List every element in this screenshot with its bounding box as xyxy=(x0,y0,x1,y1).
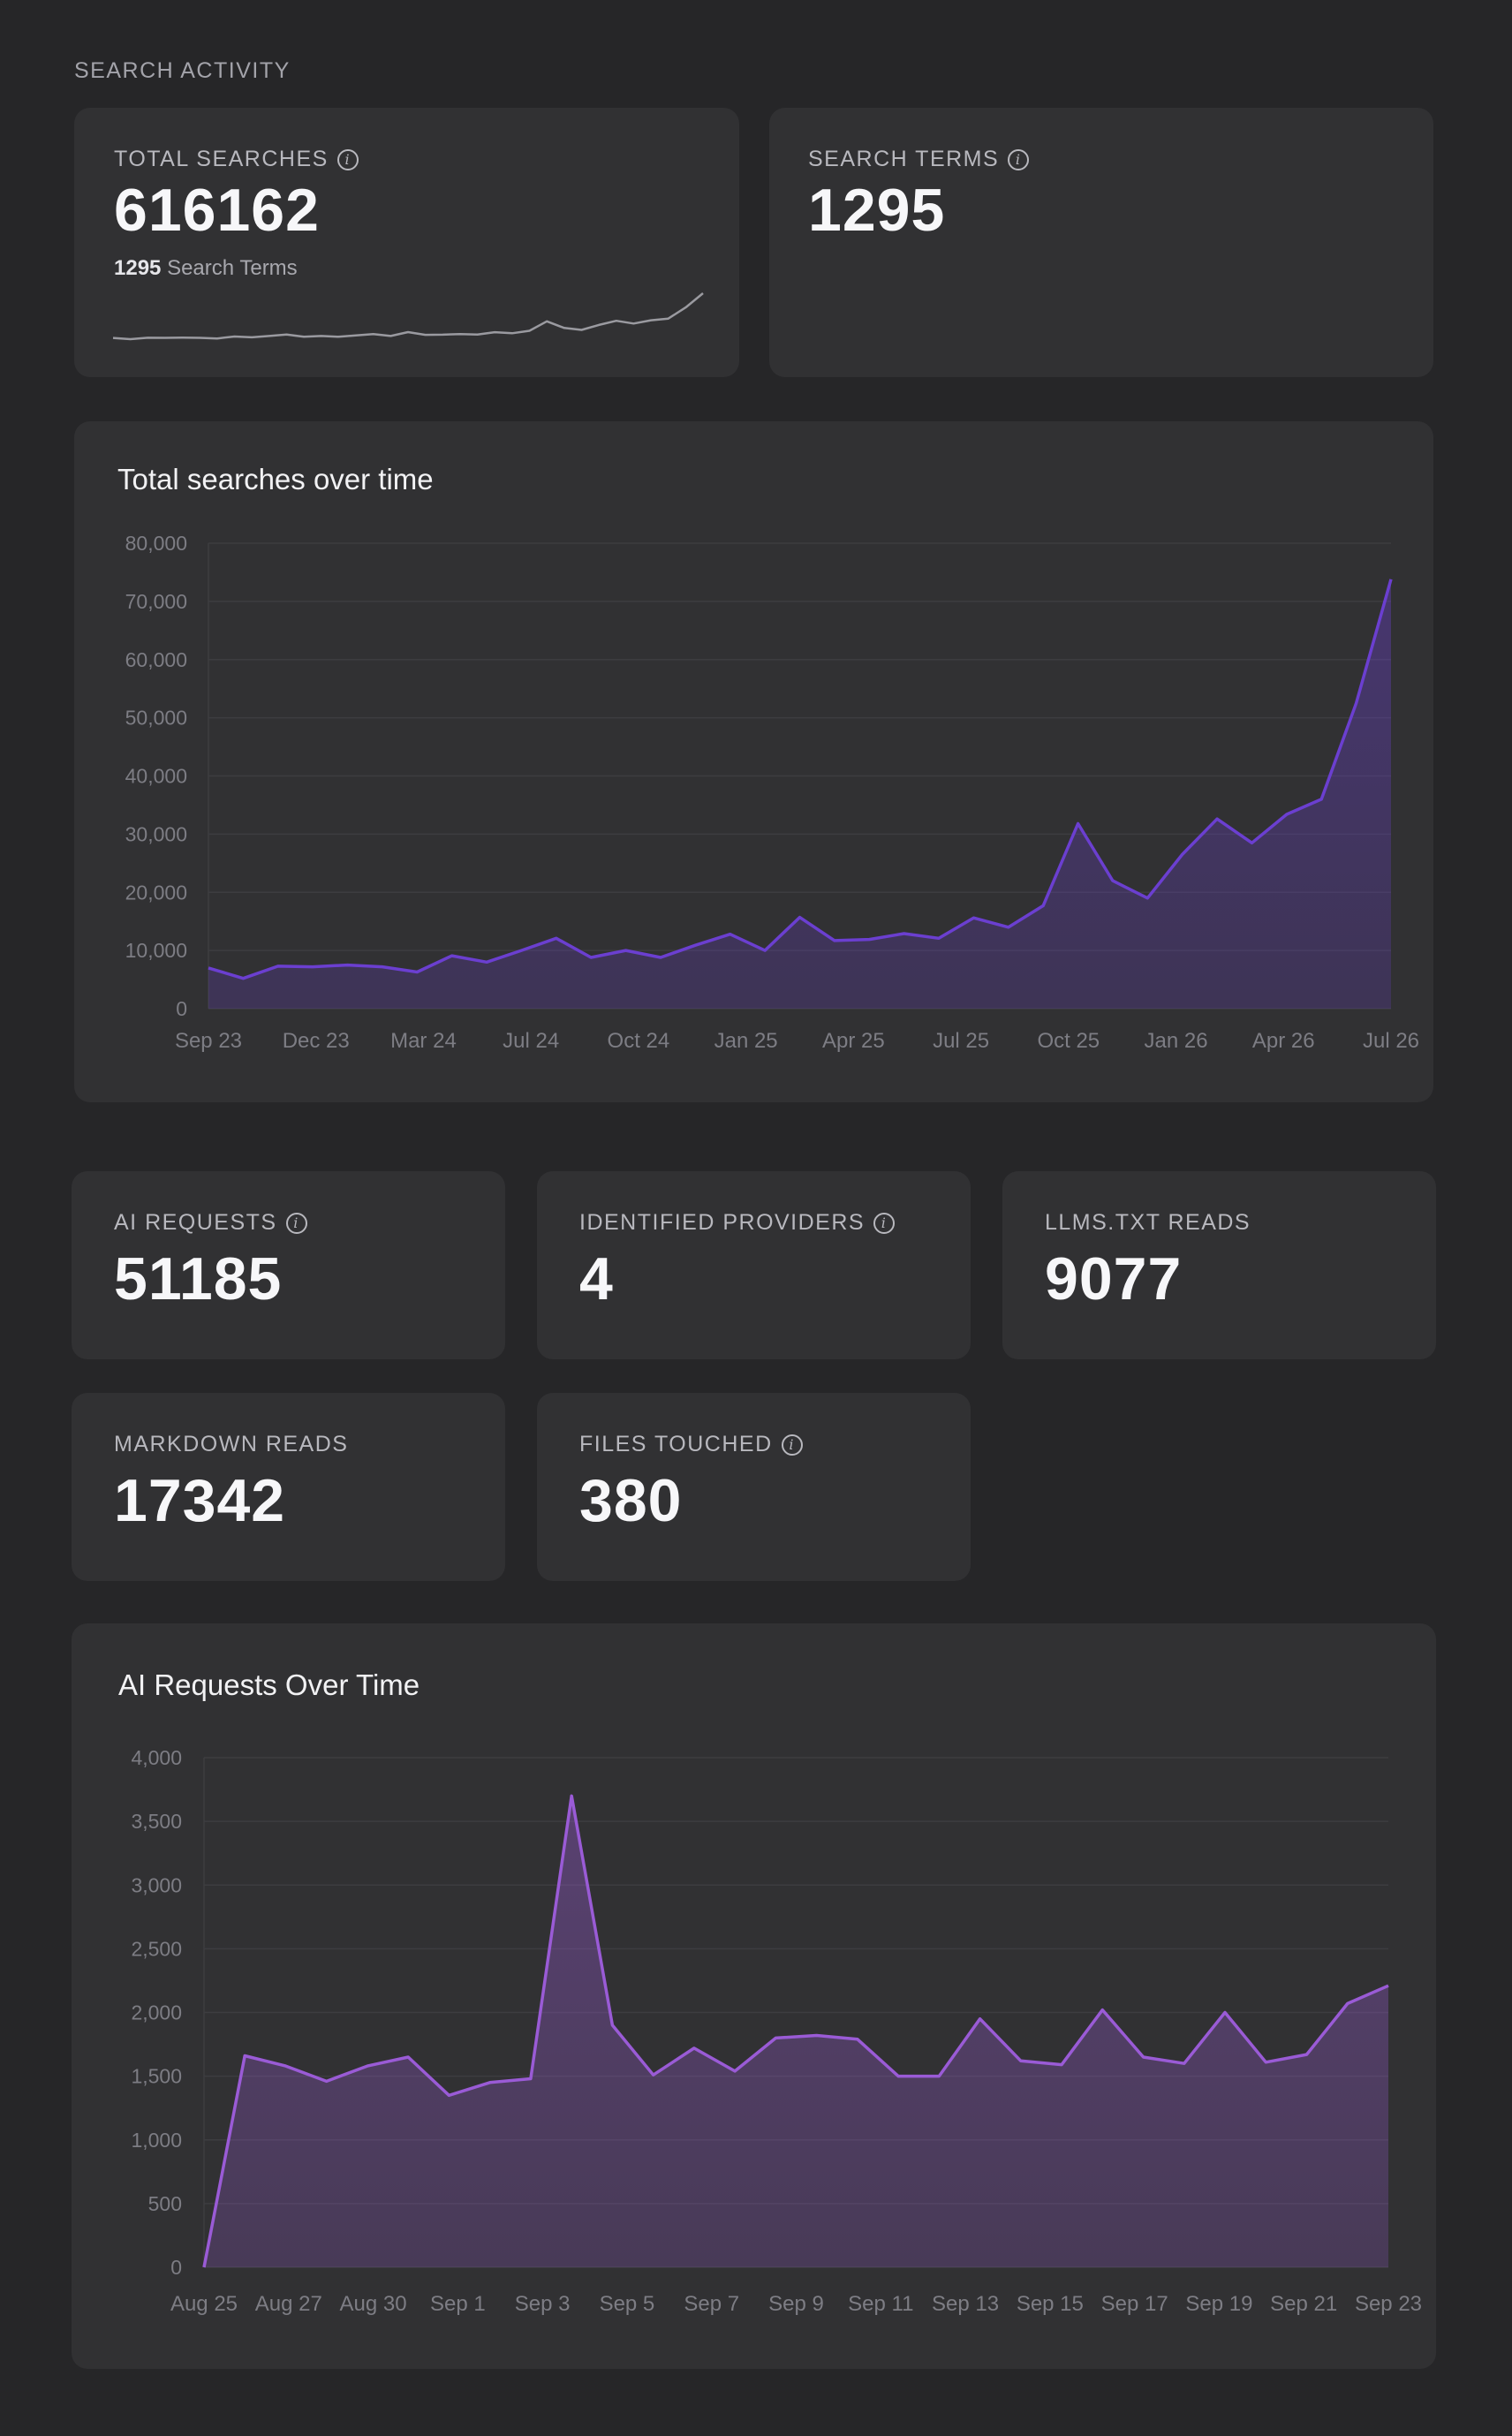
x-tick-label: Sep 23 xyxy=(175,1029,242,1053)
identified-providers-label-row: IDENTIFIED PROVIDERS i xyxy=(579,1210,896,1236)
search-terms-sub-value: 1295 xyxy=(114,256,162,280)
x-tick-label: Jan 25 xyxy=(714,1029,778,1053)
x-tick-label: Aug 30 xyxy=(340,2292,407,2316)
markdown-reads-value: 17342 xyxy=(114,1467,286,1534)
y-tick-label: 3,000 xyxy=(131,1873,182,1896)
markdown-reads-card: MARKDOWN READS 17342 xyxy=(72,1393,505,1581)
y-tick-label: 50,000 xyxy=(125,707,187,730)
y-tick-label: 60,000 xyxy=(125,648,187,671)
search-terms-subline: 1295 Search Terms xyxy=(114,256,298,281)
x-tick-label: Sep 19 xyxy=(1185,2292,1252,2316)
total-searches-card: TOTAL SEARCHES i 616162 1295 Search Term… xyxy=(74,108,739,377)
total-searches-chart: 0 10,000 20,000 30,000 40,000 50,000 60,000 70,… xyxy=(125,532,1419,1053)
files-touched-label-row: FILES TOUCHED i xyxy=(579,1432,803,1457)
search-terms-label-row: SEARCH TERMS i xyxy=(808,147,1030,172)
x-tick-label: Sep 11 xyxy=(848,2292,913,2316)
y-tick-label: 0 xyxy=(170,2256,182,2279)
info-icon[interactable]: i xyxy=(336,148,359,170)
files-touched-card: FILES TOUCHED i 380 xyxy=(537,1393,971,1581)
y-tick-label: 80,000 xyxy=(125,532,187,555)
y-tick-label: 10,000 xyxy=(125,939,187,962)
y-tick-label: 2,500 xyxy=(131,1937,182,1960)
info-icon[interactable]: i xyxy=(781,1434,803,1456)
x-tick-label: Sep 21 xyxy=(1270,2292,1337,2316)
identified-providers-label: IDENTIFIED PROVIDERS xyxy=(579,1210,866,1235)
y-tick-label: 1,000 xyxy=(131,2129,182,2152)
x-tick-label: Sep 3 xyxy=(515,2292,571,2316)
y-tick-label: 30,000 xyxy=(125,822,187,845)
x-tick-label: Oct 25 xyxy=(1037,1029,1100,1053)
markdown-reads-label-row: MARKDOWN READS xyxy=(114,1432,348,1457)
x-tick-label: Mar 24 xyxy=(390,1029,457,1053)
info-icon[interactable]: i xyxy=(285,1212,307,1234)
x-tick-label: Sep 15 xyxy=(1017,2292,1084,2316)
ai-requests-value: 51185 xyxy=(114,1245,283,1313)
x-tick-label: Sep 17 xyxy=(1101,2292,1168,2316)
markdown-reads-label: MARKDOWN READS xyxy=(114,1432,349,1456)
info-icon[interactable]: i xyxy=(873,1212,896,1234)
identified-providers-value: 4 xyxy=(579,1245,614,1313)
area-fill xyxy=(208,579,1391,1009)
total-searches-chart-card: Total searches over time 0 10,000 20,000 30… xyxy=(74,421,1433,1102)
area-fill xyxy=(204,1796,1388,2267)
files-touched-label: FILES TOUCHED xyxy=(579,1432,773,1456)
x-tick-label: Jan 26 xyxy=(1145,1029,1208,1053)
search-terms-value: 1295 xyxy=(808,177,946,244)
x-tick-label: Jul 26 xyxy=(1363,1029,1419,1053)
x-tick-label: Aug 27 xyxy=(255,2292,322,2316)
llms-txt-reads-label: LLMS.TXT READS xyxy=(1045,1210,1251,1235)
ai-requests-chart-title: AI Requests Over Time xyxy=(118,1668,420,1701)
total-searches-label-row: TOTAL SEARCHES i xyxy=(114,147,359,172)
x-tick-label: Jul 24 xyxy=(503,1029,559,1053)
x-tick-label: Aug 25 xyxy=(170,2292,238,2316)
y-tick-label: 40,000 xyxy=(125,765,187,788)
x-tick-label: Sep 9 xyxy=(768,2292,824,2316)
total-searches-value: 616162 xyxy=(114,177,320,244)
total-searches-chart-title: Total searches over time xyxy=(117,463,434,496)
llms-txt-reads-card: LLMS.TXT READS 9077 xyxy=(1002,1171,1436,1359)
x-tick-label: Jul 25 xyxy=(933,1029,989,1053)
total-searches-label: TOTAL SEARCHES xyxy=(114,147,329,171)
y-tick-label: 4,000 xyxy=(131,1746,182,1769)
y-tick-label: 20,000 xyxy=(125,881,187,904)
x-tick-label: Sep 7 xyxy=(684,2292,739,2316)
x-tick-label: Sep 13 xyxy=(932,2292,999,2316)
x-tick-label: Sep 23 xyxy=(1355,2292,1422,2316)
x-tick-label: Sep 1 xyxy=(430,2292,486,2316)
ai-requests-label: AI REQUESTS xyxy=(114,1210,277,1235)
series-line xyxy=(202,1794,1389,2268)
y-tick-label: 3,500 xyxy=(131,1810,182,1833)
y-tick-label: 0 xyxy=(176,997,187,1020)
x-tick-label: Apr 25 xyxy=(822,1029,885,1053)
total-searches-sparkline xyxy=(112,292,704,341)
x-tick-label: Apr 26 xyxy=(1252,1029,1315,1053)
search-terms-card: SEARCH TERMS i 1295 xyxy=(769,108,1433,377)
llms-txt-reads-label-row: LLMS.TXT READS xyxy=(1045,1210,1251,1236)
y-tick-label: 1,500 xyxy=(131,2065,182,2088)
y-tick-label: 70,000 xyxy=(125,590,187,613)
y-tick-label: 500 xyxy=(148,2192,182,2215)
files-touched-value: 380 xyxy=(579,1467,683,1534)
ai-requests-chart: 0 500 1,000 1,500 2,000 2,500 3,000 3,500 4,000 A… xyxy=(131,1746,1422,2316)
ai-requests-label-row: AI REQUESTS i xyxy=(114,1210,307,1236)
ai-requests-card: AI REQUESTS i 51185 xyxy=(72,1171,505,1359)
info-icon[interactable]: i xyxy=(1008,148,1030,170)
x-tick-label: Oct 24 xyxy=(608,1029,670,1053)
llms-txt-reads-value: 9077 xyxy=(1045,1245,1183,1313)
x-tick-label: Dec 23 xyxy=(283,1029,350,1053)
y-tick-label: 2,000 xyxy=(131,2001,182,2024)
search-terms-label: SEARCH TERMS xyxy=(808,147,1000,171)
x-tick-label: Sep 5 xyxy=(600,2292,655,2316)
section-title: SEARCH ACTIVITY xyxy=(74,58,291,83)
identified-providers-card: IDENTIFIED PROVIDERS i 4 xyxy=(537,1171,971,1359)
search-terms-sub-label: Search Terms xyxy=(167,256,298,280)
ai-requests-chart-card: AI Requests Over Time 0 500 1,000 1,500 2,00… xyxy=(72,1623,1436,2369)
